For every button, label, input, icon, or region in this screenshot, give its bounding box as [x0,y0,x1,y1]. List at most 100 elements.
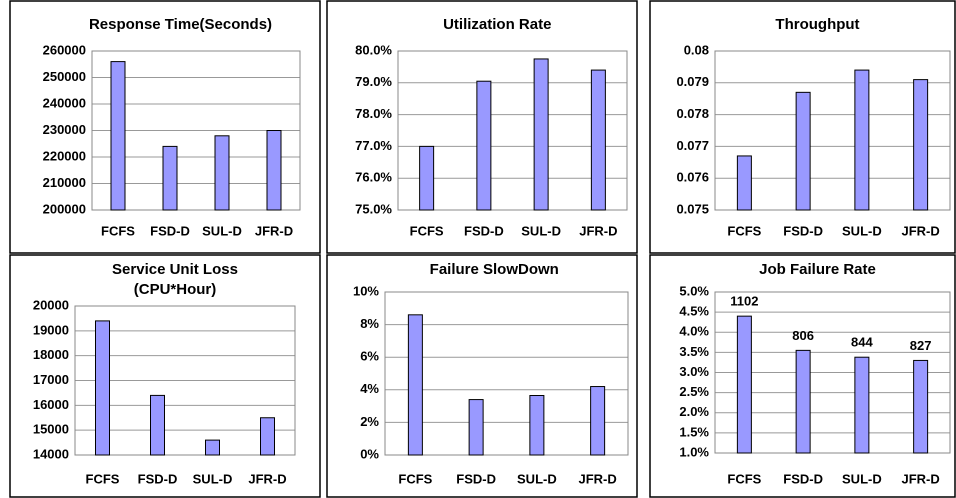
plot-area [384,291,629,456]
y-tick-label: 3.0% [679,364,709,379]
y-tick-label: 200000 [43,201,86,216]
count-label: 844 [851,335,873,350]
bar [854,356,870,454]
y-tick-label: 77.0% [355,138,392,153]
bar [854,69,870,211]
x-tick-label: FSD-D [138,471,178,486]
bar [590,69,606,211]
bar [468,399,484,456]
x-tick-label: FCFS [101,223,135,238]
x-tick-label: SUL-D [193,471,233,486]
bar [266,130,282,211]
y-tick-label: 2.5% [679,384,709,399]
y-tick-label: 0.075 [676,201,709,216]
y-tick-label: 76.0% [355,170,392,185]
bar [95,320,110,456]
y-tick-label: 75.0% [355,201,392,216]
bar [162,145,178,211]
x-tick-label: FCFS [410,223,444,238]
x-tick-label: JFR-D [901,471,939,486]
y-tick-label: 1.0% [679,444,709,459]
bar [205,439,220,456]
y-tick-label: 2.0% [679,404,709,419]
y-tick-label: 3.5% [679,344,709,359]
x-tick-label: FSD-D [783,471,823,486]
y-tick-label: 8% [360,316,379,331]
x-tick-label: FCFS [398,471,432,486]
x-tick-label: SUL-D [202,223,242,238]
x-tick-label: SUL-D [842,471,882,486]
plot-area [714,50,951,211]
chart-title: Job Failure Rate [759,261,876,278]
y-tick-label: 2% [360,414,379,429]
bar [260,417,275,456]
bar [407,314,423,456]
y-tick-label: 0.079 [676,74,709,89]
count-label: 806 [792,328,814,343]
bar [795,91,811,211]
y-tick-label: 220000 [43,148,86,163]
bar [795,349,811,454]
bar [476,80,492,211]
plot-area [397,50,628,211]
panel-frame [649,254,956,498]
bar [110,61,126,211]
y-tick-label: 0.078 [676,106,709,121]
x-tick-label: FCFS [86,471,120,486]
y-tick-label: 10% [353,283,379,298]
plot-area [91,50,301,211]
bar [590,386,606,456]
x-tick-label: FSD-D [464,223,504,238]
y-tick-label: 15000 [33,422,69,437]
bar [529,395,545,456]
bar [419,145,435,211]
plot-area [74,305,296,456]
chart-title: Utilization Rate [443,16,551,33]
y-tick-label: 250000 [43,69,86,84]
panel-frame [326,254,638,498]
x-tick-label: JFR-D [578,471,616,486]
x-tick-label: JFR-D [901,223,939,238]
y-tick-label: 5.0% [679,283,709,298]
y-tick-label: 230000 [43,122,86,137]
bar [214,135,230,211]
bar [913,79,929,211]
plot-area [714,291,951,454]
y-tick-label: 4% [360,381,379,396]
x-tick-label: JFR-D [248,471,286,486]
y-tick-label: 0.076 [676,170,709,185]
y-tick-label: 0.077 [676,138,709,153]
x-tick-label: FSD-D [456,471,496,486]
x-tick-label: FCFS [727,223,761,238]
y-tick-label: 14000 [33,446,69,461]
y-tick-label: 210000 [43,175,86,190]
panel-frame [649,0,956,254]
y-tick-label: 6% [360,349,379,364]
x-tick-label: SUL-D [517,471,557,486]
count-label: 827 [910,338,932,353]
chart-title: Throughput [775,16,859,33]
y-tick-label: 20000 [33,297,69,312]
y-tick-label: 78.0% [355,106,392,121]
x-tick-label: FSD-D [783,223,823,238]
panel-frame [9,254,321,498]
panel-frame [9,0,321,254]
bar [533,58,549,211]
y-tick-label: 16000 [33,397,69,412]
y-tick-label: 0% [360,446,379,461]
panel-frame [326,0,638,254]
x-tick-label: FCFS [727,471,761,486]
x-tick-label: JFR-D [579,223,617,238]
y-tick-label: 4.5% [679,304,709,319]
chart-title: Response Time(Seconds) [89,16,272,33]
y-tick-label: 240000 [43,95,86,110]
y-tick-label: 17000 [33,372,69,387]
y-tick-label: 19000 [33,322,69,337]
y-tick-label: 0.08 [684,42,709,57]
bar [150,394,165,456]
y-tick-label: 4.0% [679,324,709,339]
chart-title: Failure SlowDown [430,261,559,278]
count-label: 1102 [730,294,758,309]
x-tick-label: SUL-D [521,223,561,238]
x-tick-label: FSD-D [150,223,190,238]
